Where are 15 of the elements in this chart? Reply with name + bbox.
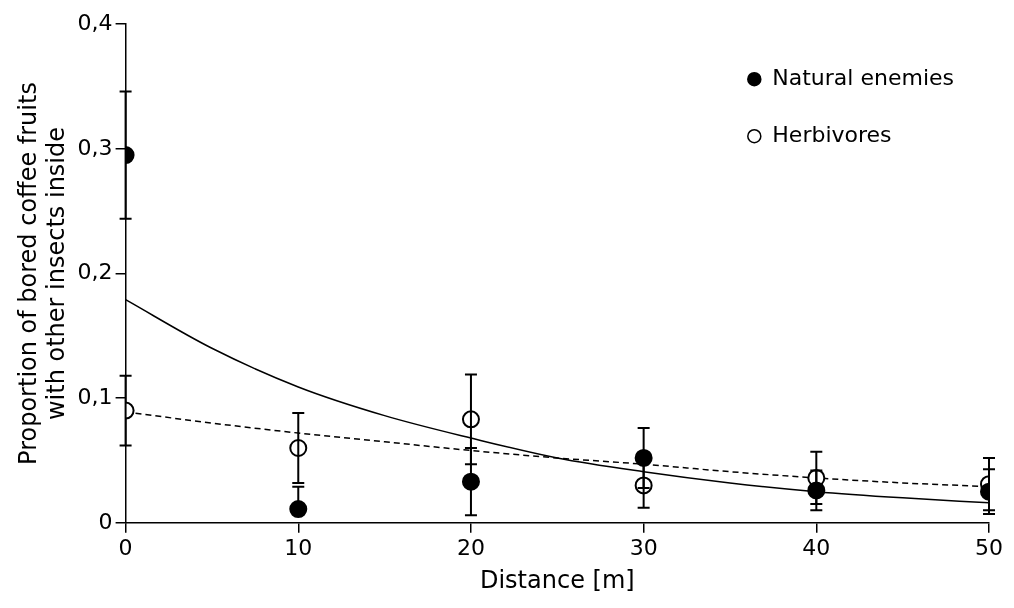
x-tick-label: 50 — [975, 534, 1003, 560]
x-tick-label: 10 — [284, 534, 313, 560]
legend-label: Natural enemies — [772, 64, 955, 90]
y-axis-title: Proportion of bored coffee fruits with other insects inside — [13, 82, 71, 465]
x-axis-title: Distance [m] — [479, 565, 635, 594]
x-tick-label: 20 — [456, 534, 485, 560]
x-tick-label: 0 — [118, 534, 133, 560]
x-tick-label: 40 — [802, 534, 831, 560]
y-tick-label: 0 — [98, 508, 113, 534]
y-tick-label: 0,1 — [77, 383, 113, 409]
legend-label: Herbivores — [772, 121, 892, 147]
y-tick-label: 0,3 — [77, 134, 113, 160]
y-tick-label: 0,2 — [77, 259, 113, 285]
y-tick-label: 0,4 — [77, 9, 113, 35]
x-tick-label: 30 — [629, 534, 658, 560]
